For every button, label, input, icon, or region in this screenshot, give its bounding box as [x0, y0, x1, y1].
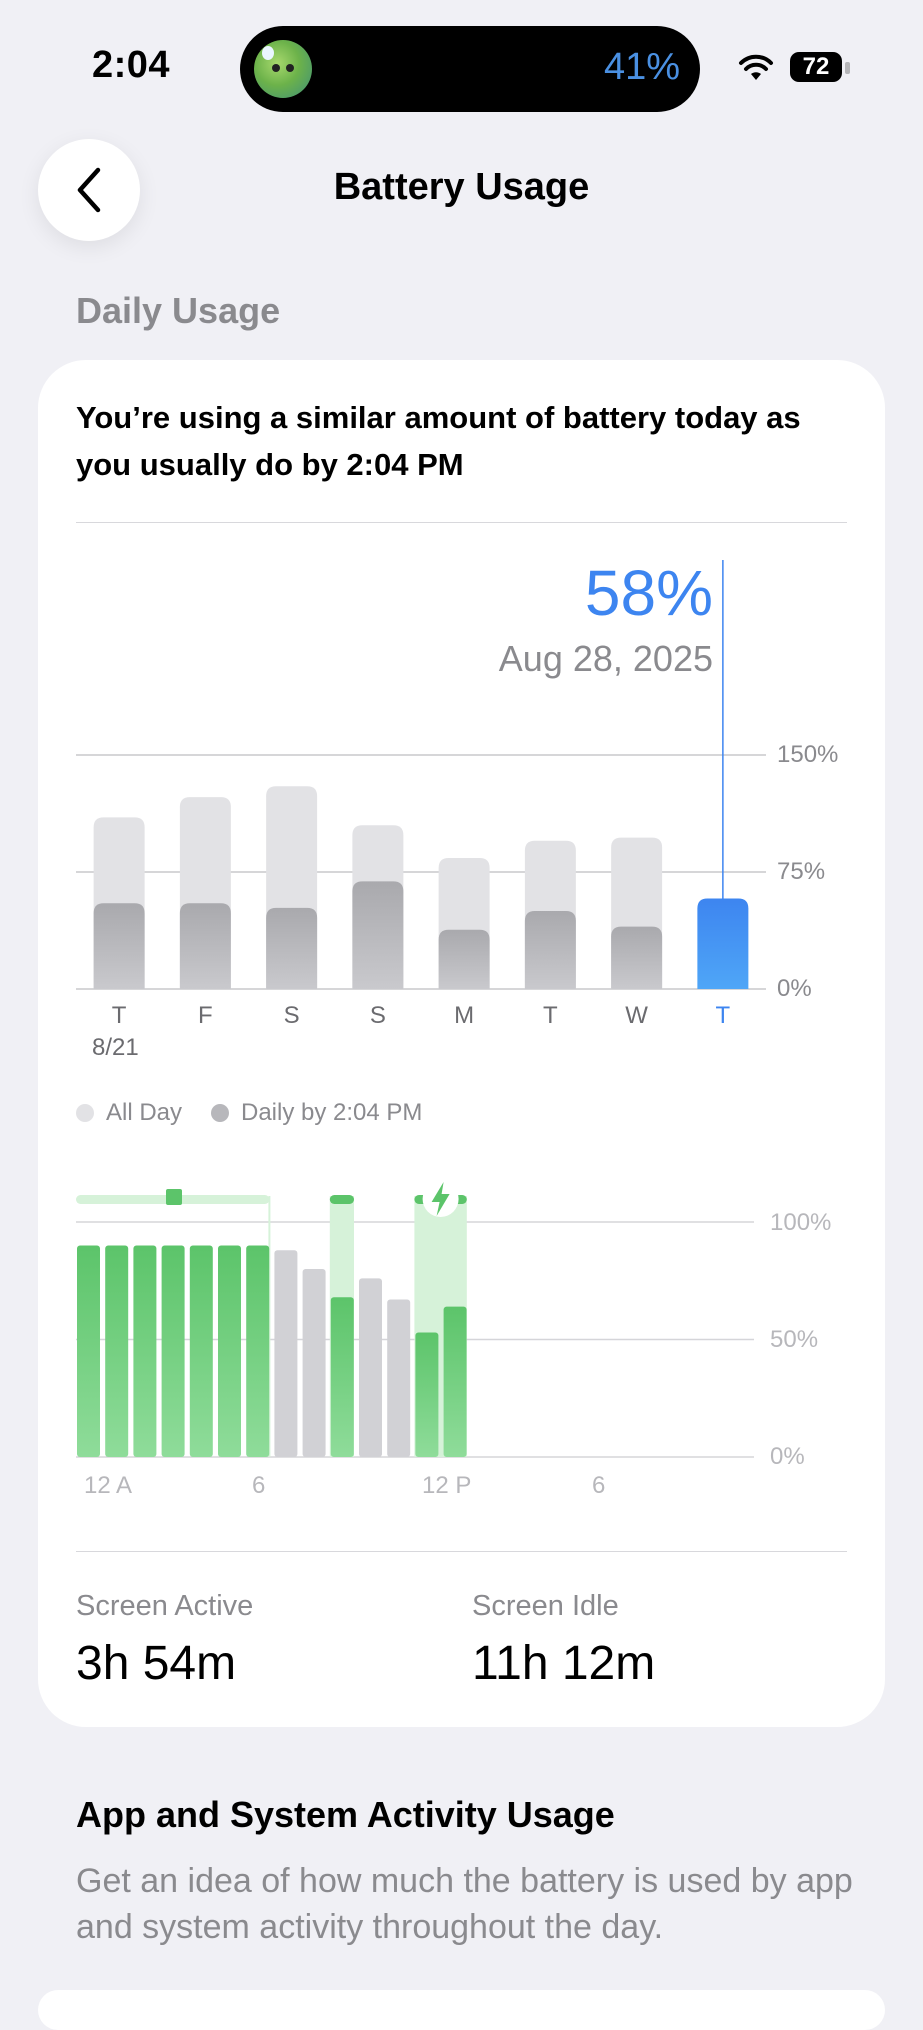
- day-label: T: [543, 1002, 558, 1029]
- back-button[interactable]: [38, 139, 140, 241]
- y-tick-100: 100%: [770, 1209, 832, 1236]
- hourly-battery-chart[interactable]: [0, 0, 923, 1500]
- charging-marker: [166, 1189, 182, 1205]
- section-title-daily-usage: Daily Usage: [76, 290, 281, 331]
- bar-daily-by: [438, 929, 490, 989]
- hour-bar-charging: [189, 1245, 213, 1457]
- legend-daily-by: Daily by 2:04 PM: [241, 1099, 423, 1126]
- battery-nub: [845, 62, 850, 74]
- hour-bar-charging: [443, 1306, 467, 1457]
- screen-active-value: 3h 54m: [76, 1637, 237, 1690]
- page-title: Battery Usage: [333, 166, 590, 208]
- divider: [76, 522, 847, 523]
- day-label: S: [369, 1002, 386, 1029]
- x-tick-12p: 12 P: [422, 1472, 472, 1499]
- bar-daily-by: [352, 881, 404, 989]
- y-tick-150: 150%: [777, 741, 839, 768]
- apps-usage-card: [38, 1990, 885, 2030]
- legend-all-day: All Day: [106, 1099, 183, 1126]
- bar-selected-today: [697, 898, 749, 989]
- usage-headline: You’re using a similar amount of battery…: [76, 400, 801, 482]
- x-tick-6am: 6: [252, 1472, 266, 1499]
- hour-bar-charging: [415, 1332, 439, 1457]
- y-tick-75: 75%: [777, 858, 826, 885]
- legend-dot-daily-by: [211, 1104, 229, 1122]
- screen-idle-value: 11h 12m: [472, 1637, 656, 1690]
- bar-daily-by: [179, 903, 231, 989]
- apps-section-description: Get an idea of how much the battery is u…: [76, 1862, 853, 1946]
- daily-usage-card: [38, 360, 885, 1727]
- x-tick-12a: 12 A: [84, 1472, 133, 1499]
- wifi-icon: [739, 54, 773, 80]
- day-label: F: [198, 1002, 213, 1029]
- x-tick-6pm: 6: [592, 1472, 606, 1499]
- day-label: T: [111, 1002, 127, 1029]
- day-label: S: [283, 1002, 300, 1029]
- hour-bar: [387, 1299, 411, 1457]
- dynamic-island[interactable]: 41%: [240, 26, 700, 112]
- divider: [76, 1551, 847, 1552]
- day-label: M: [454, 1002, 475, 1029]
- hour-bar-charging: [246, 1245, 270, 1457]
- day-label: T: [715, 1002, 731, 1029]
- island-battery-percent: 41%: [603, 46, 680, 88]
- bar-daily-by: [93, 903, 145, 989]
- day-sublabel: 8/21: [92, 1034, 139, 1061]
- selected-date: Aug 28, 2025: [498, 638, 713, 679]
- battery-icon: 72: [790, 52, 842, 82]
- hour-bar-charging: [218, 1245, 241, 1457]
- legend-dot-all-day: [76, 1104, 94, 1122]
- selected-percent: 58%: [584, 557, 713, 629]
- hour-bar-charging: [161, 1245, 185, 1457]
- hour-bar-charging: [330, 1297, 354, 1457]
- weekly-usage-chart[interactable]: [0, 0, 923, 1080]
- hour-bar: [274, 1250, 298, 1457]
- hour-bar-charging: [77, 1245, 100, 1457]
- app-avatar-icon: [254, 40, 312, 98]
- y-tick-50: 50%: [770, 1326, 819, 1353]
- screen-active-label: Screen Active: [76, 1590, 254, 1622]
- hour-bar: [359, 1278, 382, 1457]
- charging-indicator: [329, 1195, 354, 1204]
- y-tick-0-hourly: 0%: [770, 1443, 805, 1470]
- bar-daily-by: [611, 926, 663, 989]
- bar-daily-by: [266, 907, 318, 989]
- bar-daily-by: [524, 911, 576, 989]
- hour-bar-charging: [105, 1245, 129, 1457]
- y-tick-0: 0%: [777, 975, 812, 1002]
- status-time: 2:04: [92, 44, 171, 86]
- hour-bar: [302, 1269, 326, 1457]
- hour-bar-charging: [133, 1245, 157, 1457]
- apps-section-title: App and System Activity Usage: [76, 1794, 615, 1835]
- bolt-icon: [431, 1182, 450, 1216]
- screen-idle-label: Screen Idle: [472, 1590, 619, 1622]
- day-label: W: [625, 1002, 648, 1029]
- chevron-left-icon: [77, 167, 101, 213]
